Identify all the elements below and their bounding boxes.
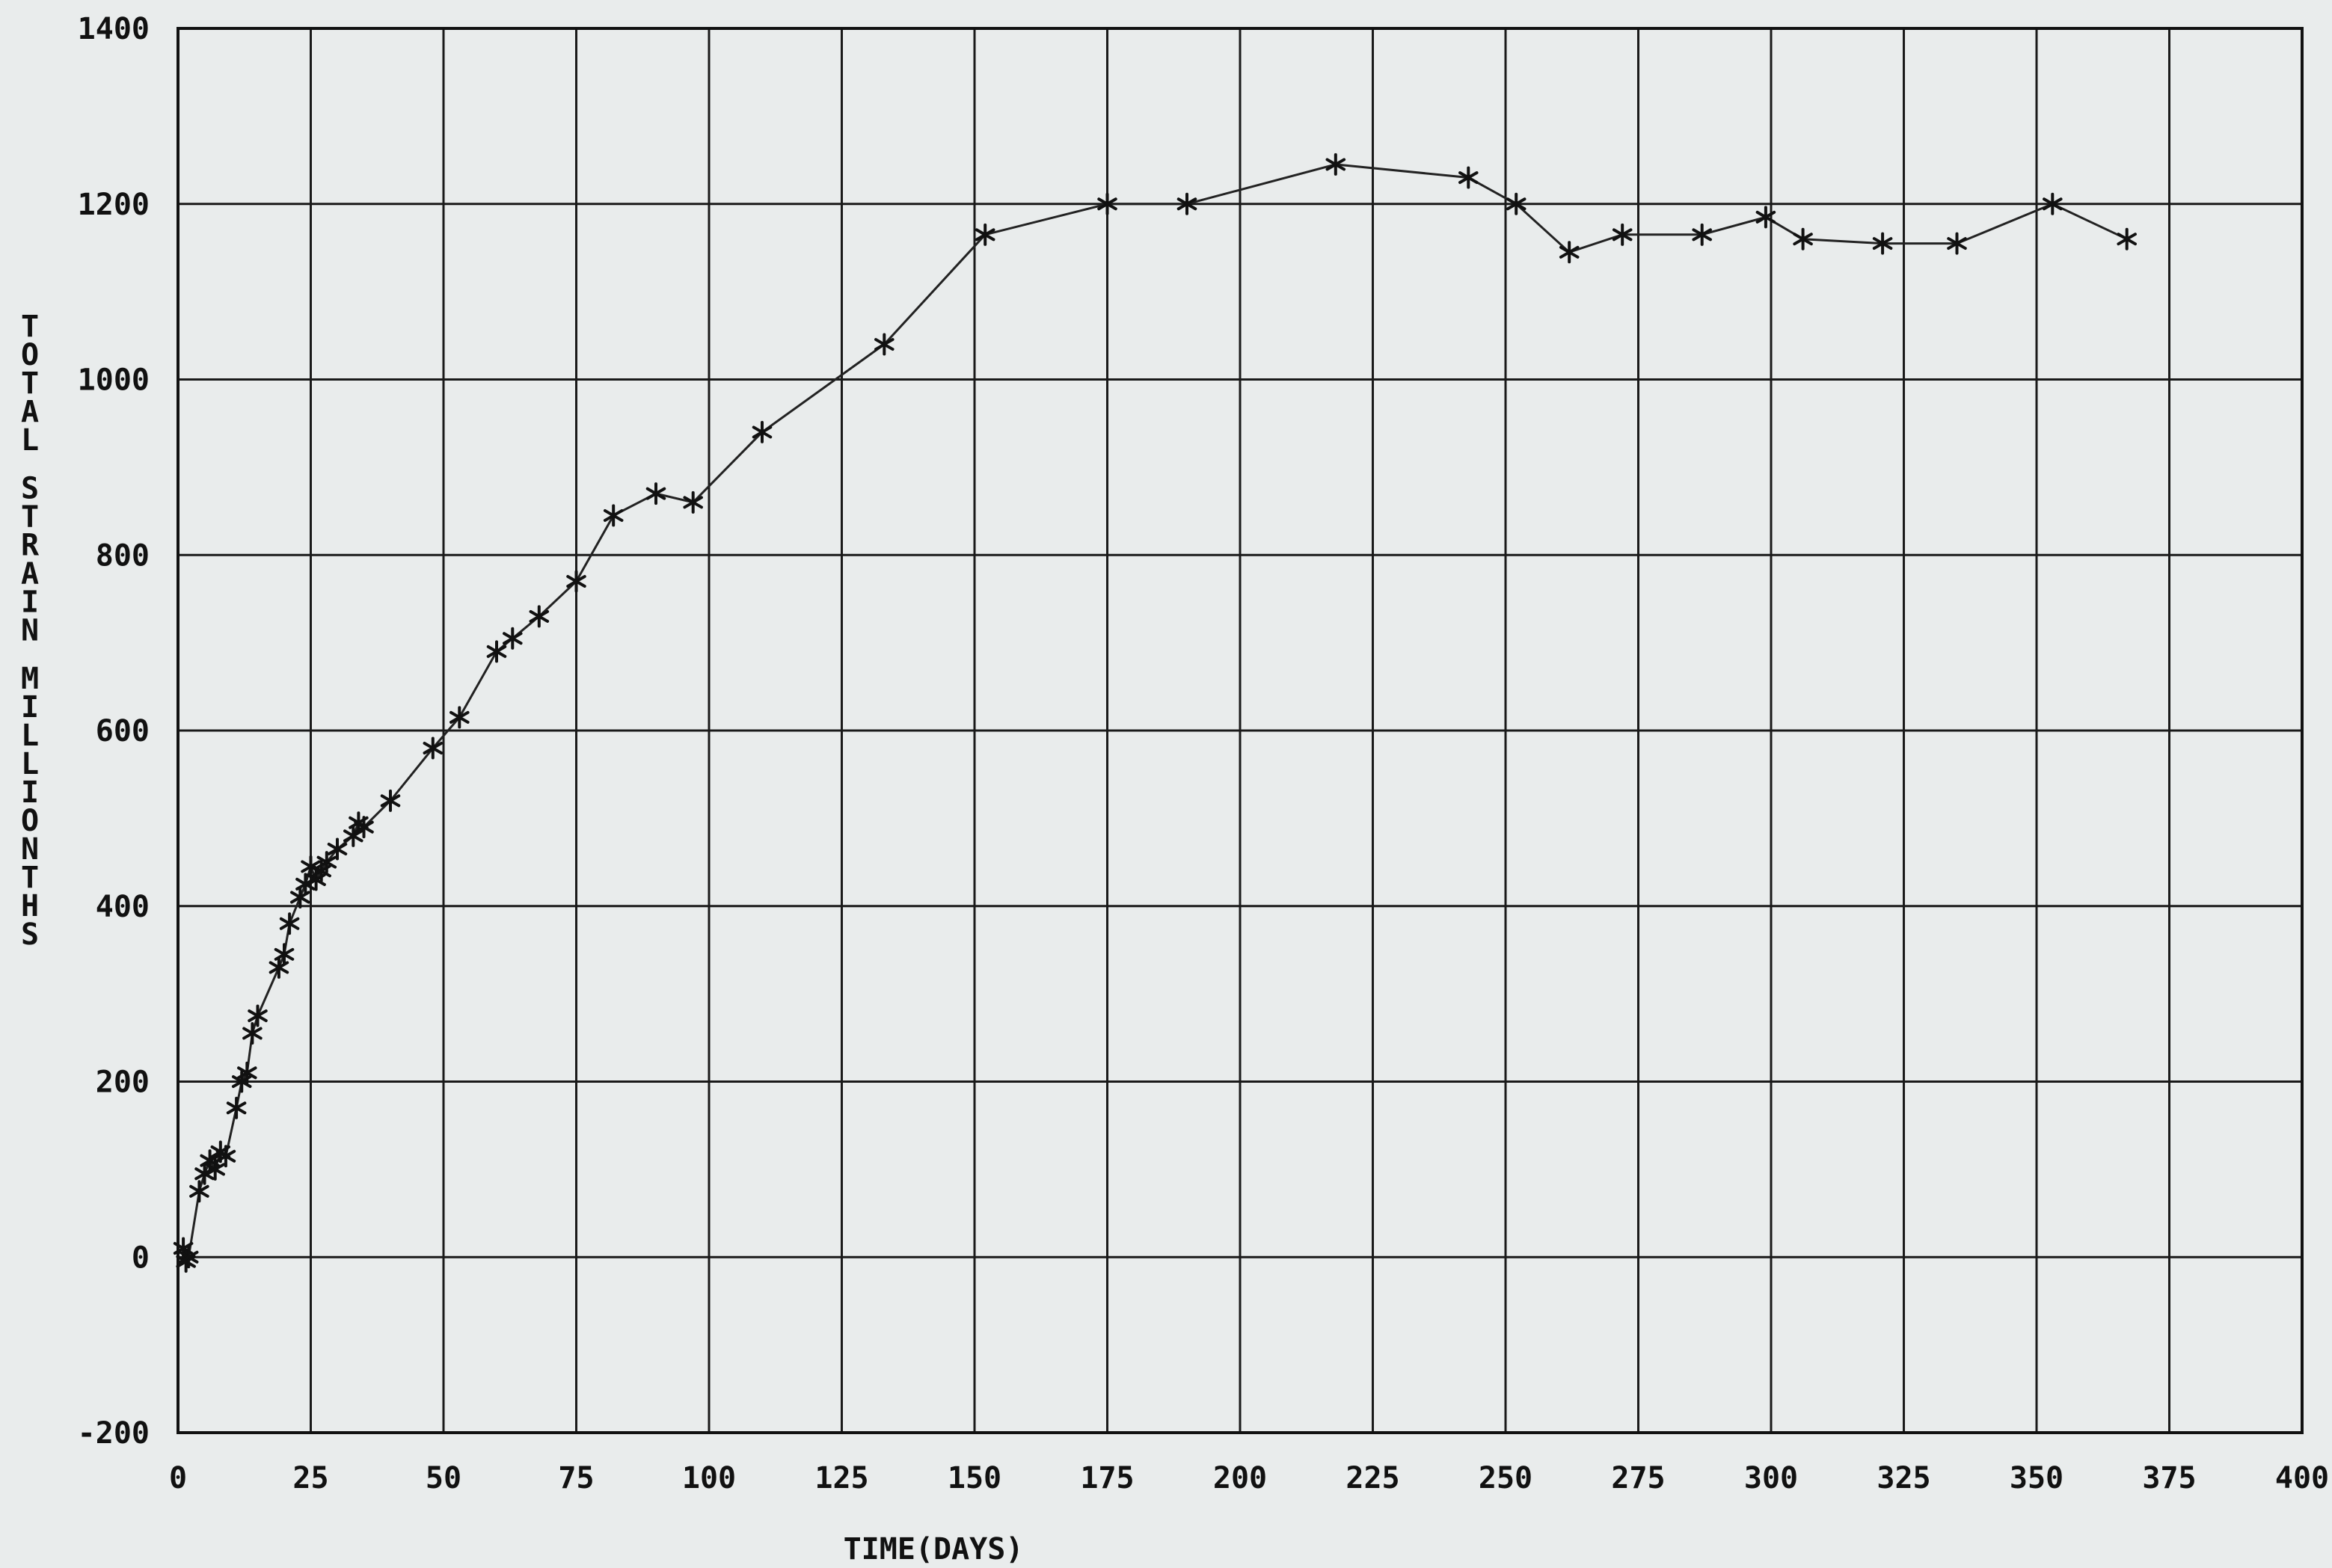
svg-text:O: O <box>21 804 39 838</box>
data-point <box>874 333 895 356</box>
svg-text:O: O <box>21 338 39 372</box>
data-point <box>316 851 337 874</box>
data-point <box>1506 192 1526 215</box>
svg-text:T: T <box>21 310 39 344</box>
y-tick-label: 800 <box>96 538 150 573</box>
x-tick-label: 300 <box>1744 1461 1798 1495</box>
y-tick-label: 1200 <box>78 188 150 222</box>
data-point <box>205 1157 225 1181</box>
x-tick-label: 100 <box>682 1461 736 1495</box>
svg-text:L: L <box>21 719 39 753</box>
plot-frame <box>177 27 2304 1434</box>
data-points <box>173 153 2137 1273</box>
y-tick-label: 200 <box>96 1066 150 1100</box>
x-tick-label: 250 <box>1479 1461 1532 1495</box>
x-tick-label: 150 <box>948 1461 1001 1495</box>
svg-text:T: T <box>21 861 39 895</box>
data-point <box>279 912 300 935</box>
svg-text:N: N <box>21 832 39 867</box>
data-point <box>2117 227 2137 250</box>
svg-text:N: N <box>21 614 39 648</box>
svg-text:S: S <box>21 472 39 506</box>
svg-text:A: A <box>21 395 39 429</box>
svg-text:I: I <box>21 775 39 810</box>
svg-text:T: T <box>21 500 39 535</box>
data-point <box>248 1004 268 1027</box>
data-point <box>1947 232 1967 255</box>
grid-lines <box>177 27 2304 1434</box>
data-point <box>503 627 523 650</box>
svg-text:S: S <box>21 917 39 952</box>
data-point <box>189 1180 209 1203</box>
x-tick-label: 125 <box>814 1461 868 1495</box>
data-point <box>683 491 703 514</box>
y-tick-label: 1000 <box>78 363 150 398</box>
svg-text:L: L <box>21 747 39 781</box>
svg-text:I: I <box>21 690 39 725</box>
data-point <box>295 873 316 896</box>
x-tick-label: 50 <box>426 1461 461 1495</box>
x-tick-label: 400 <box>2275 1461 2329 1495</box>
x-axis-title: TIME(DAYS) <box>844 1532 1024 1567</box>
series-line <box>182 163 2128 1265</box>
data-point <box>354 816 374 839</box>
data-point <box>242 1021 263 1045</box>
svg-text:H: H <box>21 889 39 923</box>
svg-text:L: L <box>21 423 39 458</box>
data-point <box>237 1061 257 1084</box>
data-point <box>566 570 586 593</box>
x-tick-labels: 0 25 50 75 100 125 150 175 200 225 250 275 300 325 350… <box>169 1461 2329 1495</box>
data-point <box>1755 206 1776 229</box>
data-point <box>645 482 666 505</box>
data-point <box>1612 223 1633 246</box>
data-point <box>380 789 401 812</box>
svg-text:I: I <box>21 585 39 620</box>
x-tick-label: 75 <box>558 1461 594 1495</box>
x-tick-label: 25 <box>292 1461 328 1495</box>
data-point <box>423 737 444 760</box>
data-point <box>327 837 348 861</box>
y-tick-label: -200 <box>78 1416 150 1451</box>
data-point <box>2043 192 2063 215</box>
y-tick-label: 0 <box>132 1240 150 1275</box>
y-tick-label: 400 <box>96 890 150 924</box>
svg-text:T: T <box>21 366 39 401</box>
data-point <box>1176 192 1197 215</box>
data-point <box>603 504 624 527</box>
data-point <box>1097 192 1117 215</box>
x-tick-label: 0 <box>169 1461 187 1495</box>
data-point <box>215 1145 236 1168</box>
data-point <box>178 1246 199 1269</box>
x-tick-label: 350 <box>2010 1461 2063 1495</box>
x-tick-label: 275 <box>1611 1461 1665 1495</box>
data-point <box>226 1096 247 1119</box>
svg-text:A: A <box>21 557 39 591</box>
data-point <box>1872 232 1893 255</box>
data-point <box>1793 227 1813 250</box>
x-tick-label: 225 <box>1345 1461 1399 1495</box>
y-tick-label: 600 <box>96 714 150 748</box>
svg-text:M: M <box>21 662 39 696</box>
data-point <box>1692 223 1712 246</box>
x-tick-label: 200 <box>1213 1461 1267 1495</box>
data-point <box>449 706 470 729</box>
data-point <box>1559 241 1580 264</box>
data-point <box>1325 153 1346 176</box>
y-tick-label: 1400 <box>78 12 150 46</box>
data-point <box>1458 166 1479 189</box>
x-tick-label: 325 <box>1877 1461 1930 1495</box>
data-point <box>274 943 295 966</box>
svg-text:R: R <box>21 529 40 563</box>
y-tick-labels: -200 0 200 400 600 800 1000 1200 1400 <box>78 12 150 1451</box>
data-point <box>529 605 550 628</box>
data-point <box>752 420 773 443</box>
data-point <box>975 223 995 246</box>
data-point <box>486 640 507 663</box>
x-tick-label: 175 <box>1080 1461 1134 1495</box>
x-tick-label: 375 <box>2142 1461 2196 1495</box>
